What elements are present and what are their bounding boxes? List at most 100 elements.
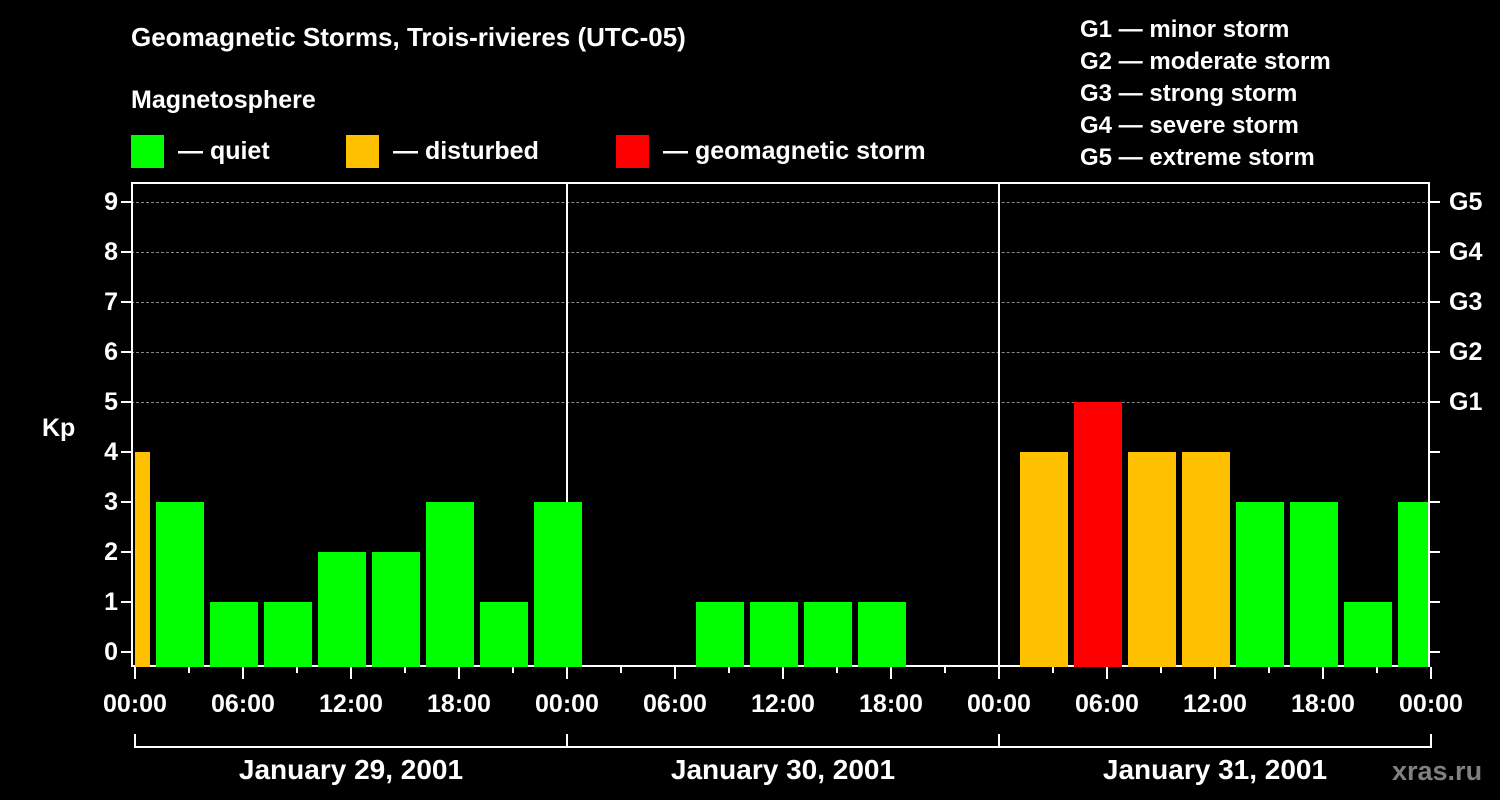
y-tick	[121, 351, 131, 353]
x-tick-minor	[404, 667, 406, 673]
day-label: January 29, 2001	[238, 754, 464, 785]
g-legend-item: G3 — strong storm	[1080, 80, 1298, 107]
y-tick-right	[1430, 251, 1440, 253]
kp-bar	[264, 602, 312, 667]
kp-bar	[156, 502, 204, 667]
kp-bar	[318, 552, 366, 667]
x-tick-minor	[296, 667, 298, 673]
g-legend-item: G5 — extreme storm	[1080, 144, 1315, 171]
kp-bar	[1074, 402, 1122, 667]
x-tick-minor	[1268, 667, 1270, 673]
x-tick-major	[1214, 667, 1216, 679]
x-tick-major	[782, 667, 784, 679]
x-tick-minor	[944, 667, 946, 673]
x-tick-label: 06:00	[211, 690, 275, 718]
y-tick-label: 3	[104, 488, 118, 516]
x-tick-minor	[1160, 667, 1162, 673]
y-tick-right	[1430, 401, 1440, 403]
kp-bar	[480, 602, 528, 667]
kp-bar	[426, 502, 474, 667]
day-bracket-tick	[134, 734, 136, 748]
x-tick-major	[998, 667, 1000, 679]
y-tick-label: 7	[104, 288, 118, 316]
day-label: January 30, 2001	[670, 754, 896, 785]
kp-bar	[1128, 452, 1176, 667]
gridline	[131, 352, 1430, 353]
legend-swatch-storm	[616, 134, 649, 168]
kp-bar	[1290, 502, 1338, 667]
legend-storm: — geomagnetic storm	[616, 134, 926, 168]
kp-bar	[750, 602, 798, 667]
x-tick-label: 12:00	[319, 690, 383, 718]
y-tick-right	[1430, 301, 1440, 303]
gridline	[131, 202, 1430, 203]
kp-bar	[372, 552, 420, 667]
g-legend-item: G4 — severe storm	[1080, 112, 1299, 139]
g-tick-label: G2	[1449, 338, 1483, 366]
kp-bar	[804, 602, 852, 667]
legend-swatch-disturbed	[346, 134, 379, 168]
day-bracket-tick	[998, 734, 1000, 748]
y-tick-right	[1430, 601, 1440, 603]
y-tick-right	[1430, 201, 1440, 203]
day-label: January 31, 2001	[1102, 754, 1328, 785]
x-tick-major	[458, 667, 460, 679]
legend-label-quiet: — quiet	[178, 136, 270, 165]
y-tick	[121, 651, 131, 653]
g-tick-label: G4	[1449, 238, 1483, 266]
legend-swatch-quiet	[131, 134, 164, 168]
x-tick-label: 06:00	[1075, 690, 1139, 718]
legend-quiet: — quiet	[131, 134, 270, 168]
chart-title: Geomagnetic Storms, Trois-rivieres (UTC-…	[131, 22, 686, 52]
y-tick-label: 4	[104, 438, 118, 466]
g-tick-label: G1	[1449, 388, 1483, 416]
y-tick	[121, 251, 131, 253]
y-tick-right	[1430, 551, 1440, 553]
y-tick	[121, 201, 131, 203]
gridline	[131, 252, 1430, 253]
x-tick-label: 18:00	[1291, 690, 1355, 718]
x-tick-major	[350, 667, 352, 679]
y-axis-label: Kp	[42, 414, 76, 442]
gridline	[131, 302, 1430, 303]
x-tick-major	[674, 667, 676, 679]
x-tick-label: 00:00	[1399, 690, 1463, 718]
y-tick-right	[1430, 651, 1440, 653]
y-tick-label: 9	[104, 188, 118, 216]
kp-bar	[1020, 452, 1068, 667]
x-tick-minor	[188, 667, 190, 673]
x-tick-label: 18:00	[859, 690, 923, 718]
y-tick	[121, 501, 131, 503]
x-tick-label: 12:00	[1183, 690, 1247, 718]
y-tick-right	[1430, 351, 1440, 353]
g-legend-item: G1 — minor storm	[1080, 16, 1290, 43]
x-tick-major	[1106, 667, 1108, 679]
x-tick-label: 18:00	[427, 690, 491, 718]
kp-bar	[858, 602, 906, 667]
day-separator	[566, 182, 568, 667]
y-tick-label: 1	[104, 588, 118, 616]
y-tick-label: 8	[104, 238, 118, 266]
legend-label-disturbed: — disturbed	[393, 136, 539, 165]
x-tick-minor	[836, 667, 838, 673]
y-tick-right	[1430, 451, 1440, 453]
x-tick-major	[242, 667, 244, 679]
kp-bar	[1182, 452, 1230, 667]
x-tick-minor	[620, 667, 622, 673]
day-bracket-tick	[566, 734, 568, 748]
x-tick-label: 06:00	[643, 690, 707, 718]
x-tick-minor	[1052, 667, 1054, 673]
x-tick-minor	[512, 667, 514, 673]
x-tick-label: 12:00	[751, 690, 815, 718]
day-separator	[998, 182, 1000, 667]
y-tick-label: 6	[104, 338, 118, 366]
day-bracket	[135, 746, 1431, 748]
y-tick	[121, 401, 131, 403]
legend-disturbed: — disturbed	[346, 134, 539, 168]
y-tick-label: 2	[104, 538, 118, 566]
gridline	[131, 402, 1430, 403]
y-tick-label: 5	[104, 388, 118, 416]
x-tick-label: 00:00	[967, 690, 1031, 718]
kp-bar	[1344, 602, 1392, 667]
g-tick-label: G5	[1449, 188, 1483, 216]
